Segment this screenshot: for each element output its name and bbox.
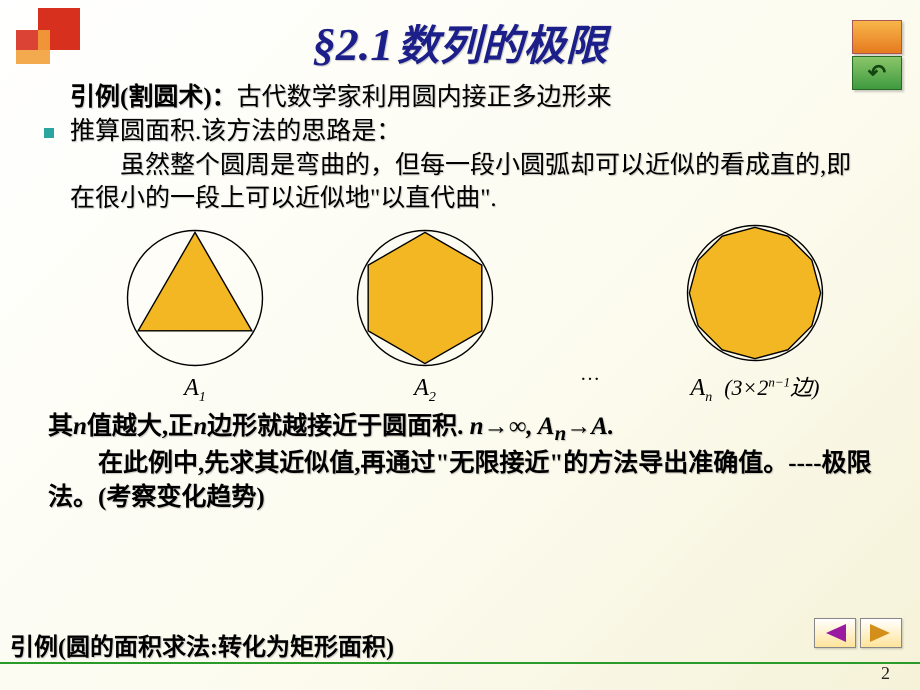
figure-a2: A2 [350, 223, 500, 406]
caption-an: An (3×2n−1边) [680, 370, 830, 406]
lead-label: 引例(割圆术)： [70, 84, 237, 111]
title-section: §2.1 [313, 19, 394, 70]
polygon-3-svg [120, 223, 270, 373]
figure-a1: A1 [120, 223, 270, 406]
nav-home-button[interactable] [852, 20, 902, 54]
footer-divider [0, 662, 920, 664]
polygon-6-svg [350, 223, 500, 373]
caption-a2: A2 [350, 375, 500, 406]
nav-prev-button[interactable] [814, 618, 856, 648]
figure-row: A1 A2 … An (3×2n−1边) [0, 216, 920, 406]
bullet-icon [44, 128, 54, 138]
top-nav: ↶ [852, 20, 902, 90]
title-text: 数列的极限 [397, 24, 607, 70]
bottom-nav [814, 618, 902, 648]
polygon-12-svg [680, 218, 830, 368]
slide: ↶ §2.1数列的极限 引例(割圆术)：古代数学家利用圆内接正多边形来 推算圆面… [0, 0, 920, 690]
intro-paragraph: 引例(割圆术)：古代数学家利用圆内接正多边形来 推算圆面积.该方法的思路是： 虽… [0, 73, 920, 216]
figure-ellipsis: … [580, 363, 600, 406]
figure-an: An (3×2n−1边) [680, 218, 830, 406]
line2: 在此例中,先求其近似值,再通过"无限接近"的方法导出准确值。----极限法。(考… [48, 447, 878, 515]
footer-example: 引例(圆的面积求法:转化为矩形面积) [10, 627, 394, 662]
page-number: 2 [881, 663, 890, 684]
page-title: §2.1数列的极限 [0, 12, 920, 73]
back-arrow-icon: ↶ [868, 60, 886, 86]
decor-orange-square [16, 30, 50, 64]
t2: 值越大,正 [87, 413, 193, 440]
p1a: 古代数学家利用圆内接正多边形来 [237, 84, 612, 111]
t1: 其 [48, 413, 73, 440]
p2: 虽然整个圆周是弯曲的，但每一段小圆弧却可以近似的看成直的,即在很小的一段上可以近… [70, 149, 872, 217]
nav-next-button[interactable] [860, 618, 902, 648]
caption-a1: A1 [120, 375, 270, 406]
t3: 边形就越接近于圆面积. [207, 413, 470, 440]
p1b: 推算圆面积.该方法的思路是： [70, 115, 872, 149]
limit-expr: n→∞, An→A. [470, 413, 615, 440]
nav-back-button[interactable]: ↶ [852, 56, 902, 90]
conclusion: 其n值越大,正n边形就越接近于圆面积. n→∞, An→A. 在此例中,先求其近… [0, 406, 920, 515]
t-n2: n [193, 413, 207, 440]
t-n1: n [73, 413, 87, 440]
